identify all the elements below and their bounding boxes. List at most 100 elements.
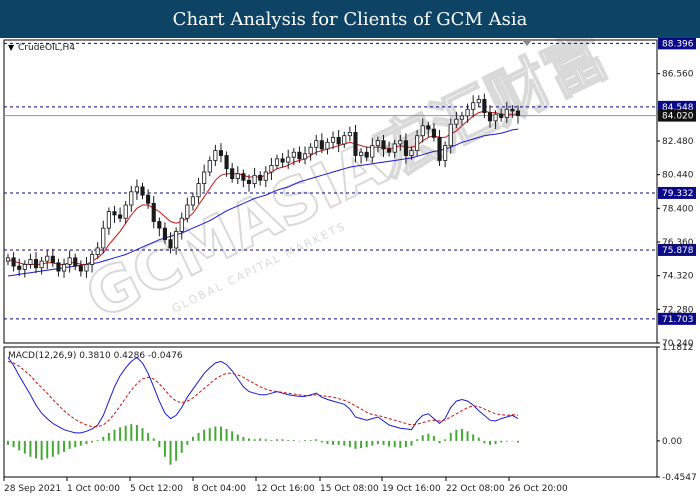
macd-histogram-bar [388, 440, 391, 447]
candle-body [118, 214, 123, 219]
macd-histogram-bar [147, 432, 150, 441]
macd-histogram-bar [444, 439, 447, 441]
candle-body [134, 186, 139, 193]
candle-body [448, 123, 453, 147]
chart-title: Chart Analysis for Clients of GCM Asia [172, 8, 528, 30]
candle-body [17, 265, 22, 270]
candle-body [314, 140, 319, 148]
macd-histogram-bar [79, 440, 82, 446]
candle-body [33, 259, 39, 269]
macd-histogram-bar [343, 440, 346, 446]
candle-body [22, 264, 27, 270]
candle-body [218, 150, 224, 156]
level-tag [658, 312, 696, 325]
candle-body [190, 196, 196, 206]
macd-histogram-bar [113, 429, 116, 441]
macd-histogram-bar [466, 431, 469, 441]
macd-histogram-bar [332, 440, 335, 445]
candle-body [431, 128, 436, 138]
candle-body [28, 259, 33, 265]
candle-body [409, 150, 414, 156]
macd-histogram-bar [208, 428, 211, 441]
x-tick-label: 28 Sep 2021 [4, 484, 61, 494]
macd-y-tick-label: 1.1812 [662, 343, 694, 353]
candle-body [39, 260, 44, 269]
candle-body [162, 227, 167, 241]
candle-body [157, 221, 162, 229]
candle-body [274, 158, 280, 166]
macd-histogram-bar [483, 440, 486, 444]
macd-histogram-bar [7, 440, 9, 445]
macd-histogram-bar [404, 440, 407, 448]
candle-body [387, 148, 392, 153]
price-pane-frame [3, 39, 658, 344]
macd-histogram-bar [264, 439, 267, 441]
macd-histogram-bar [91, 440, 94, 443]
candle-body [263, 171, 268, 181]
candle-body [95, 247, 100, 255]
candle-body [11, 257, 16, 267]
macd-histogram-bar [12, 440, 15, 448]
candle-body [101, 227, 106, 249]
candle-body [196, 183, 201, 198]
macd-histogram-bar [51, 440, 54, 457]
candle-body [319, 140, 324, 150]
macd-histogram-bar [427, 433, 430, 441]
candle-body [415, 135, 420, 151]
candle-body [308, 146, 313, 155]
macd-histogram-bar [85, 440, 88, 445]
candle-body [291, 151, 296, 158]
axes: 86.560 82.480 80.440 78.400 76.360 74.320 72.2… [3, 70, 697, 494]
y-tick-label: 70.240 [662, 339, 694, 349]
macd-histogram-bar [488, 440, 491, 445]
candle-body [499, 113, 504, 118]
level-tag [658, 38, 696, 50]
candle-body [241, 173, 246, 181]
candle-body [476, 99, 481, 104]
macd-histogram-bar [455, 429, 458, 441]
macd-histogram-bar [517, 440, 519, 443]
macd-histogram-bar [511, 440, 514, 442]
current-price-label: 84.020 [662, 112, 694, 122]
macd-histogram-bar [382, 440, 385, 445]
candle-body [73, 257, 78, 267]
candle-body [515, 110, 521, 116]
macd-histogram-bar [35, 440, 38, 459]
macd-histogram-bar [354, 440, 357, 449]
candle-body [258, 174, 263, 181]
macd-histogram-bar [141, 428, 144, 441]
y-tick-label: 86.560 [662, 70, 694, 80]
macd-histogram-bar [376, 440, 379, 445]
candle-body [140, 186, 145, 196]
level-tag-label: 75.878 [662, 246, 694, 256]
macd-histogram-bar [23, 440, 26, 454]
macd-histogram-bar [247, 438, 250, 441]
macd-histogram-bar [135, 424, 138, 441]
candle-body [353, 132, 358, 156]
candle-body [420, 125, 425, 137]
level-tag [658, 186, 696, 199]
y-tick-label: 78.400 [662, 204, 694, 214]
macd-histogram-bar [320, 440, 323, 443]
candle-body [123, 204, 128, 219]
candle-body [359, 151, 364, 156]
candle-body [381, 140, 386, 150]
candle-body [325, 141, 330, 150]
candle-body [398, 140, 403, 145]
candle-body [286, 156, 291, 163]
candle-body [224, 155, 229, 170]
candle-body [330, 136, 336, 143]
macd-histogram-bar [505, 440, 508, 442]
candle-body [50, 255, 55, 264]
candle-body [510, 108, 515, 112]
x-tick-label: 22 Oct 08:00 [446, 484, 505, 494]
chart-shift-icon[interactable] [522, 40, 532, 46]
macd-histogram-bar [304, 440, 307, 441]
candle-body [437, 136, 442, 161]
candle-body [5, 257, 11, 262]
macd-line [7, 356, 519, 434]
macd-histogram-bar [191, 436, 194, 441]
macd-histogram-bar [231, 431, 234, 441]
candle-body [297, 151, 302, 160]
candle-body [185, 204, 190, 219]
